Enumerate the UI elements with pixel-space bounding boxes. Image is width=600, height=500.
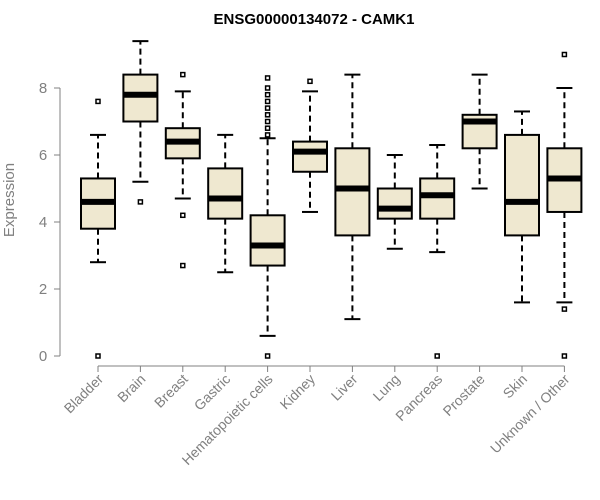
box-group bbox=[292, 78, 328, 213]
y-tick-label: 2 bbox=[39, 281, 47, 298]
outlier-point bbox=[180, 212, 186, 219]
box-group bbox=[461, 73, 498, 190]
y-axis-label: Expression bbox=[1, 163, 18, 237]
x-tick-label: Breast bbox=[151, 371, 191, 411]
outlier-point bbox=[264, 75, 271, 81]
boxes bbox=[80, 40, 583, 359]
outlier-point bbox=[264, 105, 271, 111]
outlier-point bbox=[95, 98, 101, 105]
outlier-point bbox=[307, 78, 313, 85]
box-group bbox=[164, 71, 201, 269]
y-tick-label: 4 bbox=[39, 214, 47, 231]
iqr-box bbox=[376, 187, 413, 220]
y-tick-label: 6 bbox=[39, 147, 47, 164]
box-group bbox=[207, 133, 244, 274]
box-group bbox=[249, 75, 286, 359]
x-tick-label: Brain bbox=[114, 371, 148, 405]
outlier-point bbox=[264, 98, 271, 105]
iqr-box bbox=[419, 177, 456, 220]
outlier-point bbox=[561, 306, 568, 312]
outlier-point bbox=[264, 112, 271, 118]
box-group bbox=[122, 40, 159, 205]
outlier-point bbox=[180, 262, 186, 269]
outlier-point bbox=[264, 132, 271, 138]
box-group bbox=[80, 98, 116, 359]
box-group bbox=[546, 51, 583, 359]
iqr-box bbox=[122, 73, 159, 123]
box-group bbox=[504, 110, 540, 304]
box-group bbox=[419, 143, 456, 359]
iqr-box bbox=[334, 147, 371, 237]
outlier-point bbox=[95, 353, 101, 359]
outlier-point bbox=[180, 71, 186, 78]
outlier-point bbox=[561, 51, 568, 58]
x-tick-label: Bladder bbox=[61, 371, 107, 417]
chart-title: ENSG00000134072 - CAMK1 bbox=[214, 11, 415, 28]
outlier-point bbox=[137, 199, 144, 205]
iqr-box bbox=[249, 214, 286, 267]
outlier-point bbox=[264, 118, 271, 125]
outlier-point bbox=[434, 353, 440, 359]
outlier-point bbox=[264, 125, 271, 131]
axes: 0 2 4 6 8 bbox=[39, 80, 565, 372]
x-tick-label: Prostate bbox=[440, 371, 488, 419]
x-tick-label: Liver bbox=[328, 371, 361, 404]
x-tick-label: Unknown / Other bbox=[487, 371, 573, 457]
iqr-box bbox=[292, 140, 328, 173]
outlier-point bbox=[264, 91, 271, 98]
x-tick-label: Skin bbox=[500, 371, 531, 402]
x-tick-label: Lung bbox=[370, 371, 403, 404]
box-group bbox=[334, 73, 371, 321]
iqr-box bbox=[207, 167, 244, 220]
x-tick-label: Kidney bbox=[277, 371, 319, 413]
box-group bbox=[376, 154, 413, 250]
outlier-point bbox=[561, 353, 568, 359]
y-tick-label: 0 bbox=[39, 348, 47, 365]
x-tick-label: Pancreas bbox=[392, 371, 445, 424]
iqr-box bbox=[504, 133, 540, 237]
outlier-point bbox=[264, 85, 271, 91]
y-tick-label: 8 bbox=[39, 80, 47, 97]
outlier-point bbox=[264, 353, 271, 359]
